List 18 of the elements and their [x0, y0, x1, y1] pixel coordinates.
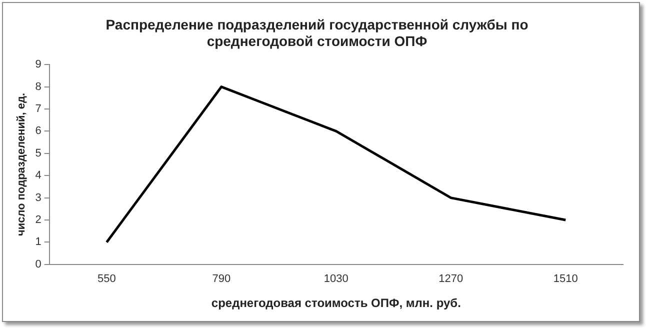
- y-tick-label: 1: [35, 236, 42, 248]
- x-tick-label: 550: [98, 273, 116, 286]
- y-tick-label: 4: [35, 170, 42, 182]
- y-tick-label: 9: [35, 58, 42, 71]
- y-tick-label: 0: [35, 258, 42, 270]
- y-tick-label: 6: [35, 125, 42, 138]
- x-tick-label: 790: [212, 273, 231, 286]
- x-tick-label: 1030: [324, 273, 348, 286]
- y-tick-label: 2: [35, 214, 42, 226]
- y-tick-label: 3: [35, 192, 42, 204]
- y-tick-label: 7: [35, 103, 42, 116]
- x-tick-label: 1270: [438, 273, 464, 286]
- x-axis-title: среднегодовая стоимость ОПФ, млн. руб.: [211, 296, 461, 310]
- x-tick-label: 1510: [553, 273, 578, 286]
- chart-title: Распределение подразделений государственной службы по среднегодовой стоимости ОПФ: [106, 16, 528, 50]
- y-axis-title: число подразделений, ед.: [16, 92, 28, 236]
- y-tick-label: 5: [35, 147, 42, 160]
- y-tick-label: 8: [35, 80, 42, 93]
